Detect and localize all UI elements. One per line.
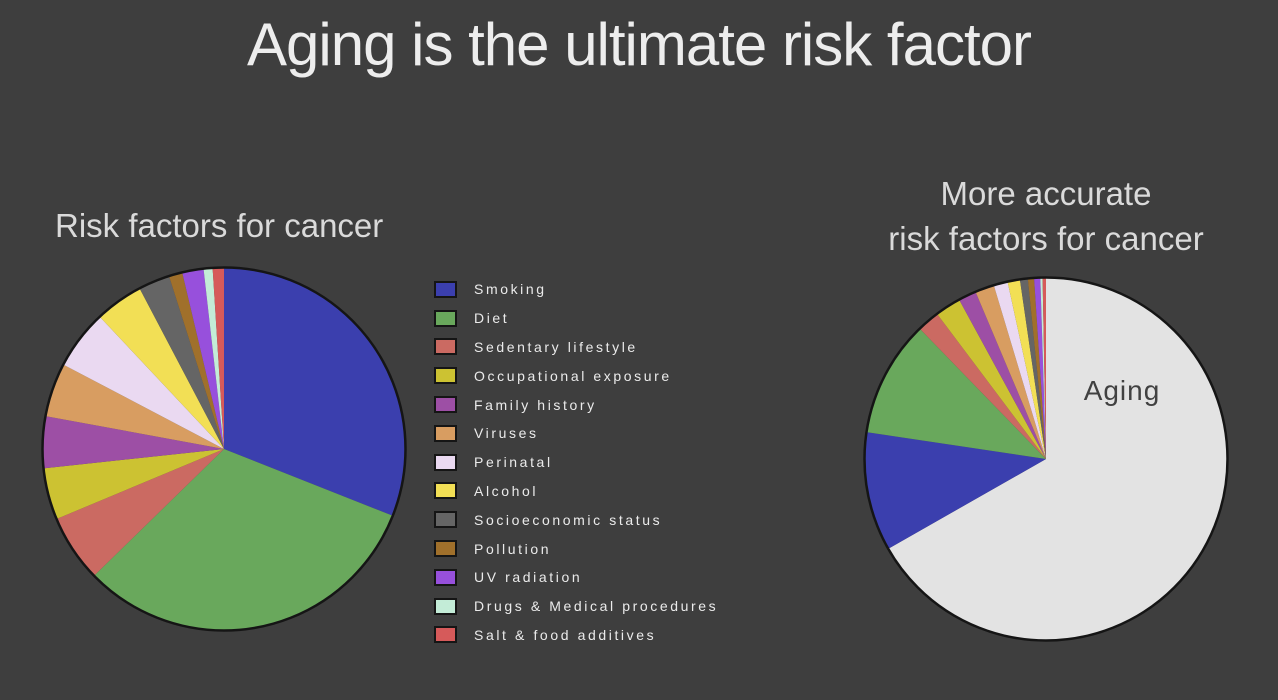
pie-slice [56,449,224,576]
pie-slice [1027,277,1046,459]
pie-slice [139,276,224,449]
slide-title: Aging is the ultimate risk factor [246,11,1032,78]
pie-slice [888,277,1228,641]
legend-item: Sedentary lifestyle [434,333,718,362]
pie-slice [864,432,1046,549]
pie-slice [42,416,225,469]
right-chart-title-line2: risk factors for cancer [888,220,1204,257]
aging-slice-label: Aging [1083,375,1161,406]
pie-slice [203,267,224,449]
legend-label-salt-food-additives: Salt & food additives [474,626,657,643]
pie-outline [41,266,407,632]
pie-slice [1042,277,1046,459]
pie-slice [1007,279,1046,459]
pie-slice [169,272,224,449]
legend-label-smoking: Smoking [474,281,547,298]
left-chart-title: Risk factors for cancer [55,207,384,244]
pie-slice [1040,277,1046,459]
legend-item: Drugs & Medical procedures [434,592,718,621]
legend-swatch-drugs-medical-procedures [434,597,457,615]
legend-item: Diet [434,304,718,333]
pie-slice [919,313,1046,459]
right-pie-svg [863,276,1229,642]
legend-item: Viruses [434,419,718,448]
pie-slice [937,299,1046,459]
legend-swatch-viruses [434,424,457,442]
legend-label-viruses: Viruses [474,425,539,442]
legend-item: Occupational exposure [434,361,718,390]
legend-swatch-smoking [434,280,457,298]
right-pie-chart: Aging [861,274,1231,644]
pie-slice [975,285,1046,459]
legend-swatch-uv-radiation [434,568,457,586]
pie-slice [212,267,224,449]
legend-swatch-salt-food-additives [434,626,457,644]
legend-label-drugs-medical-procedures: Drugs & Medical procedures [474,598,719,615]
pie-slice [866,328,1046,459]
right-chart-title-line1: More accurate [940,175,1152,212]
legend-label-socioeconomic-status: Socioeconomic status [474,511,663,528]
legend-swatch-alcohol [434,482,457,500]
legend-swatch-family-history [434,396,457,414]
pie-slice [959,291,1046,459]
pie-slice [43,449,224,519]
legend-label-perinatal: Perinatal [474,454,553,471]
legend-item: UV radiation [434,563,718,592]
legend-swatch-diet [434,309,457,327]
legend-item: Socioeconomic status [434,505,718,534]
legend-item: Alcohol [434,477,718,506]
pie-slice [182,268,224,449]
pie-slice [1034,277,1046,459]
legend-item: Smoking [434,275,718,304]
legend-item: Pollution [434,534,718,563]
legend-label-sedentary-lifestyle: Sedentary lifestyle [474,338,638,355]
legend-item: Perinatal [434,448,718,477]
legend: Smoking Diet Sedentary lifestyle Occupat… [434,275,718,649]
left-pie-chart [39,264,409,634]
pie-slice [45,364,224,449]
legend-label-uv-radiation: UV radiation [474,569,583,586]
legend-swatch-socioeconomic-status [434,511,457,529]
legend-label-diet: Diet [474,310,510,327]
pie-slice [1019,278,1046,459]
pie-slice [993,281,1046,459]
legend-label-pollution: Pollution [474,540,552,557]
pie-slice [99,288,224,449]
legend-item: Salt & food additives [434,621,718,650]
legend-label-alcohol: Alcohol [474,482,539,499]
legend-label-family-history: Family history [474,396,597,413]
legend-swatch-occupational-exposure [434,367,457,385]
legend-item: Family history [434,390,718,419]
legend-swatch-perinatal [434,453,457,471]
right-chart-title: More accurate risk factors for cancer [846,171,1246,261]
legend-label-occupational-exposure: Occupational exposure [474,367,672,384]
legend-swatch-sedentary-lifestyle [434,338,457,356]
left-pie-svg [41,266,407,632]
pie-slice [63,316,224,449]
pie-outline [863,276,1229,642]
pie-slice [94,449,393,631]
legend-swatch-pollution [434,540,457,558]
